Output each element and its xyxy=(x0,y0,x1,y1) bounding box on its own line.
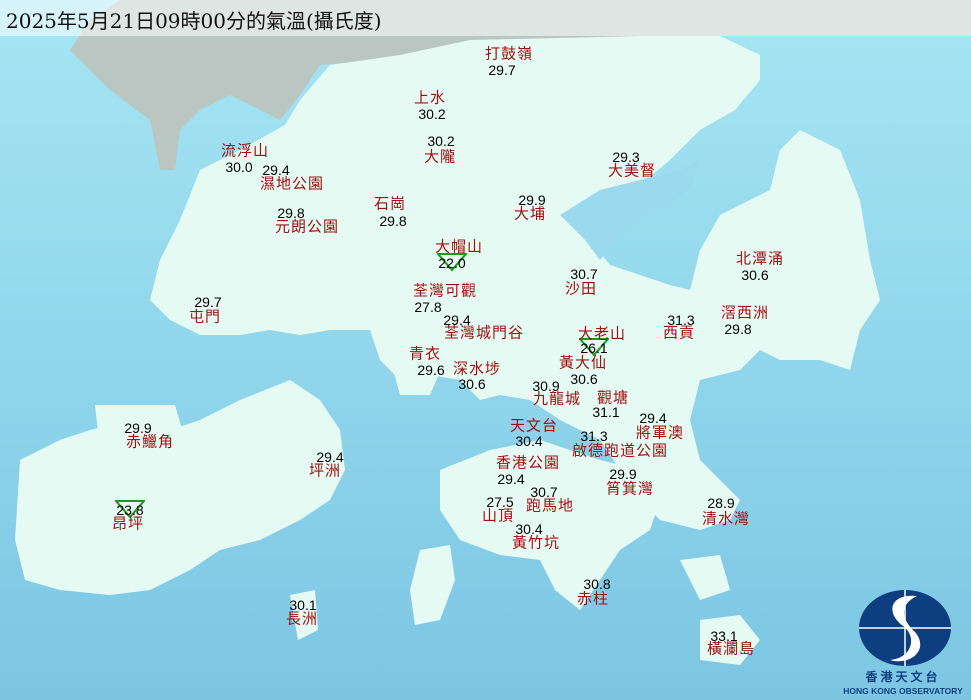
station-name: 觀塘 xyxy=(596,388,630,407)
station-name: 元朗公園 xyxy=(274,217,340,236)
station-temperature: 29.9 xyxy=(124,420,152,436)
station-name: 九龍城 xyxy=(532,389,582,408)
min-temp-triangle-icon xyxy=(115,500,145,519)
station-temperature: 29.4 xyxy=(316,449,344,465)
station-name: 大隴 xyxy=(423,147,457,166)
station-name: 濕地公園 xyxy=(259,174,325,193)
station-name: 天文台 xyxy=(509,416,559,435)
station-name: 昂坪 xyxy=(111,514,145,533)
station-name: 深水埗 xyxy=(452,359,502,378)
station-name: 清水灣 xyxy=(701,509,751,528)
station-name: 黃竹坑 xyxy=(511,533,561,552)
station-temperature: 29.7 xyxy=(488,62,516,78)
min-temp-triangle-icon xyxy=(437,253,467,272)
station-temperature: 30.6 xyxy=(458,376,486,392)
station-name: 大帽山 xyxy=(434,237,484,256)
station-temperature: 30.1 xyxy=(289,597,317,613)
station-temperature: 30.4 xyxy=(515,433,543,449)
station-temperature: 30.0 xyxy=(225,159,253,175)
station-temperature: 29.8 xyxy=(724,321,752,337)
station-temperature: 30.2 xyxy=(427,133,455,149)
station-name: 荃灣可觀 xyxy=(412,281,478,300)
land-lamma xyxy=(410,545,455,625)
tolo-harbour xyxy=(560,160,700,260)
station-name: 將軍澳 xyxy=(635,423,685,442)
station-name: 筲箕灣 xyxy=(605,479,655,498)
station-name: 黃大仙 xyxy=(558,353,608,372)
station-temperature: 29.8 xyxy=(277,205,305,221)
station-temperature: 30.6 xyxy=(741,267,769,283)
station-temperature: 30.7 xyxy=(530,484,558,500)
station-name: 大埔 xyxy=(513,204,547,223)
station-temperature: 30.7 xyxy=(570,266,598,282)
station-name: 西貢 xyxy=(662,323,696,342)
station-temperature: 29.4 xyxy=(262,162,290,178)
station-name: 坪洲 xyxy=(308,461,342,480)
station-name: 石崗 xyxy=(373,194,407,213)
station-name: 啟德跑道公園 xyxy=(571,441,669,460)
station-temperature: 30.8 xyxy=(583,576,611,592)
land-waglan xyxy=(700,615,760,665)
land-hk-island xyxy=(440,440,660,610)
station-temperature: 22.0 xyxy=(438,255,466,271)
station-name: 長洲 xyxy=(285,609,319,628)
station-name: 橫瀾島 xyxy=(706,639,756,658)
station-name: 香港公園 xyxy=(495,453,561,472)
station-name: 赤柱 xyxy=(576,589,610,608)
station-name: 屯門 xyxy=(188,307,222,326)
station-name: 沙田 xyxy=(564,279,598,298)
station-name: 大老山 xyxy=(577,324,627,343)
logo-text-en: HONG KONG OBSERVATORY xyxy=(843,686,963,696)
station-temperature: 23.8 xyxy=(116,502,144,518)
station-temperature: 29.6 xyxy=(417,362,445,378)
mainland-shenzhen xyxy=(70,0,971,170)
station-temperature: 31.1 xyxy=(592,404,620,420)
station-name: 青衣 xyxy=(408,344,442,363)
station-name: 北潭涌 xyxy=(735,249,785,268)
station-name: 上水 xyxy=(413,88,447,107)
station-temperature: 29.9 xyxy=(518,192,546,208)
station-temperature: 33.1 xyxy=(710,628,738,644)
station-temperature: 29.9 xyxy=(609,466,637,482)
station-temperature: 31.3 xyxy=(667,312,695,328)
station-temperature: 27.5 xyxy=(486,494,514,510)
station-temperature: 27.8 xyxy=(414,299,442,315)
land-tsing-yi xyxy=(385,335,445,395)
hko-logo-icon xyxy=(859,590,951,666)
station-temperature: 29.4 xyxy=(443,312,471,328)
station-temperature: 30.2 xyxy=(418,106,446,122)
station-name: 山頂 xyxy=(481,506,515,525)
station-name: 赤鱲角 xyxy=(125,432,175,451)
station-temperature: 29.4 xyxy=(497,471,525,487)
map-title: 2025年5月21日09時00分的氣溫(攝氏度) xyxy=(6,9,382,33)
logo-text-cn: 香港天文台 xyxy=(865,670,941,684)
station-temperature: 29.8 xyxy=(379,213,407,229)
station-temperature: 30.9 xyxy=(532,378,560,394)
station-name: 滘西洲 xyxy=(720,303,770,322)
land-new-territories xyxy=(150,36,880,530)
station-temperature: 28.9 xyxy=(707,495,735,511)
land-tung-lung xyxy=(680,555,730,600)
station-name: 跑馬地 xyxy=(525,496,575,515)
station-temperature: 29.7 xyxy=(194,294,222,310)
station-temperature: 29.4 xyxy=(639,410,667,426)
title-bar: 2025年5月21日09時00分的氣溫(攝氏度) xyxy=(0,0,971,36)
land-cheung-chau xyxy=(290,590,318,640)
station-name: 大美督 xyxy=(607,161,657,180)
land-airport xyxy=(95,405,185,455)
station-temperature: 30.6 xyxy=(570,371,598,387)
station-name: 流浮山 xyxy=(220,141,270,160)
station-name: 荃灣城門谷 xyxy=(443,323,525,342)
station-name: 打鼓嶺 xyxy=(484,44,534,63)
station-temperature: 29.3 xyxy=(612,149,640,165)
station-temperature: 30.4 xyxy=(515,521,543,537)
station-temperature: 31.3 xyxy=(580,428,608,444)
station-temperature: 26.1 xyxy=(580,340,608,356)
min-temp-triangle-icon xyxy=(579,338,609,357)
land-lantau xyxy=(15,380,345,595)
